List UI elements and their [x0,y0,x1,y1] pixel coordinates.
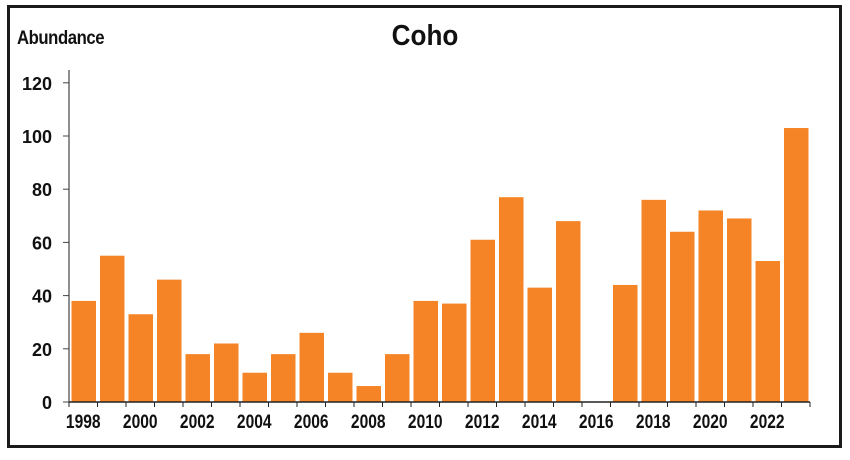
bar [185,354,210,402]
x-tick-label: 2014 [522,411,557,433]
y-tick-label: 60 [32,233,52,253]
bar [214,343,239,402]
bar [271,354,296,402]
x-tick-label: 2016 [579,411,614,433]
bar [470,239,495,402]
x-tick-label: 2006 [294,411,329,433]
chart-title: Coho [391,20,459,52]
x-tick-label: 2012 [465,411,500,433]
bar [755,261,780,402]
x-tick-label: 2018 [636,411,671,433]
bar [527,287,552,402]
y-tick-label: 120 [22,74,52,94]
x-tick-label: 1998 [66,411,101,433]
bar [385,354,410,402]
x-tick-label: 2002 [180,411,215,433]
bar [698,210,723,402]
bar [727,218,752,402]
y-tick-label: 0 [42,393,52,413]
bar [556,221,581,402]
bar [71,300,96,402]
bar [157,279,182,402]
x-tick-label: 2022 [750,411,785,433]
bar [299,332,324,402]
bar [100,255,125,402]
x-tick-label: 2008 [351,411,386,433]
bar [328,372,353,402]
x-tick-label: 2010 [408,411,443,433]
bar [242,372,267,402]
y-tick-label: 20 [32,340,52,360]
bar [499,197,524,402]
bar [442,303,467,402]
x-tick-label: 2020 [693,411,728,433]
bar [356,386,381,402]
y-tick-label: 40 [32,287,52,307]
y-tick-label: 100 [22,127,52,147]
y-tick-label: 80 [32,180,52,200]
x-tick-label: 2004 [237,411,272,433]
bar [413,300,438,402]
x-tick-label: 2000 [123,411,158,433]
bar [784,128,809,402]
bar [613,284,638,402]
y-axis-label: Abundance [17,28,105,49]
bar [128,314,153,402]
bar [670,231,695,402]
bar [641,199,666,402]
